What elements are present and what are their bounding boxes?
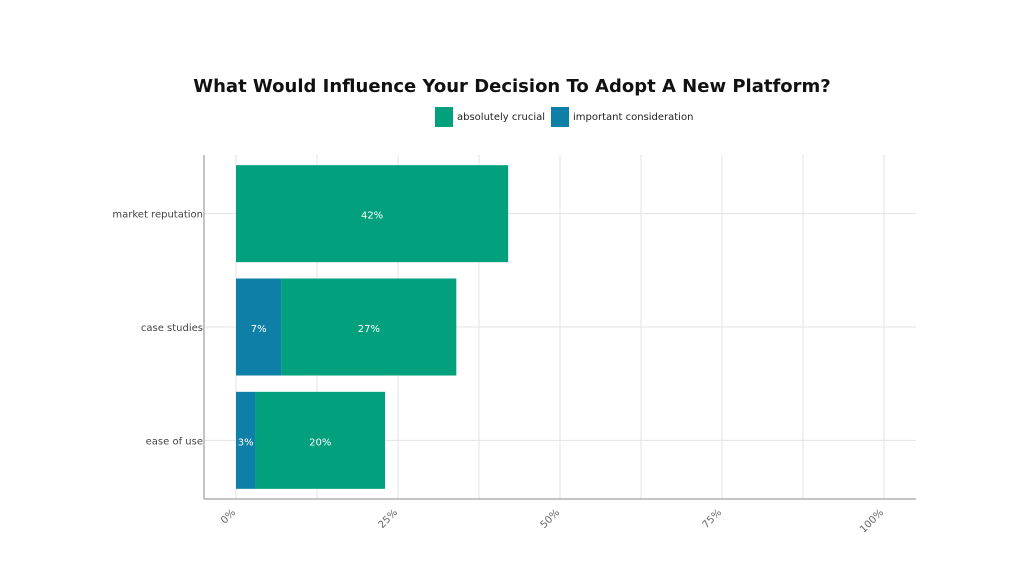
category-label-market-reputation: market reputation [112, 210, 203, 221]
bar-absolutely-crucial-case-studies [281, 278, 457, 376]
legend-label-absolutely-crucial: absolutely crucial [457, 111, 545, 123]
legend: absolutely crucial important considerati… [435, 107, 699, 127]
legend-label-important-consideration: important consideration [573, 111, 694, 123]
legend-item-important-consideration: important consideration [551, 107, 693, 127]
bar-absolutely-crucial-market-reputation [236, 165, 509, 263]
chart-title: What Would Influence Your Decision To Ad… [193, 76, 831, 97]
data-label-absolutely-crucial-market-reputation: 42% [361, 211, 383, 222]
x-tick-label: 100% [858, 507, 886, 535]
data-label-absolutely-crucial-ease-of-use: 20% [309, 437, 331, 448]
category-label-ease-of-use: ease of use [146, 436, 203, 447]
bar-absolutely-crucial-ease-of-use [255, 391, 386, 489]
category-label-case-studies: case studies [141, 323, 203, 334]
legend-item-absolutely-crucial: absolutely crucial [435, 107, 545, 127]
legend-swatch-important-consideration [551, 107, 569, 127]
bar-important-consideration-case-studies [236, 278, 282, 376]
x-tick-label: 25% [377, 507, 401, 531]
legend-swatch-absolutely-crucial [435, 107, 453, 127]
data-label-important-consideration-ease-of-use: 3% [238, 437, 254, 448]
bar-important-consideration-ease-of-use [236, 391, 256, 489]
data-label-important-consideration-case-studies: 7% [251, 324, 267, 335]
data-label-absolutely-crucial-case-studies: 27% [358, 324, 380, 335]
x-tick-label: 50% [539, 507, 563, 531]
x-tick-label: 0% [219, 507, 238, 526]
x-tick-label: 75% [701, 507, 725, 531]
